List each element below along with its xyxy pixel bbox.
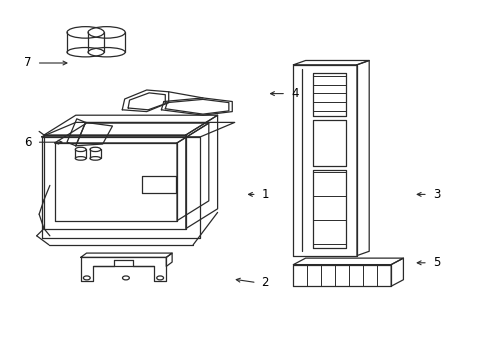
Text: 2: 2 [261, 276, 268, 289]
Text: 6: 6 [24, 136, 32, 149]
Text: 1: 1 [261, 188, 268, 201]
Text: 3: 3 [432, 188, 439, 201]
Text: 7: 7 [24, 57, 32, 69]
Text: 5: 5 [432, 256, 439, 269]
Text: 4: 4 [290, 87, 298, 100]
